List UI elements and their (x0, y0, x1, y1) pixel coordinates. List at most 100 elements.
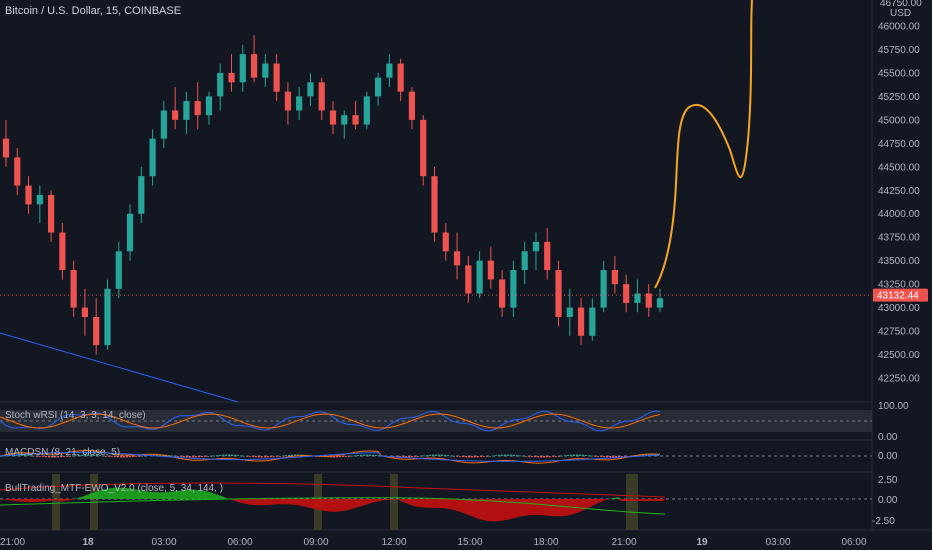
macd-histogram-bar (549, 456, 551, 458)
macd-histogram-bar (279, 456, 281, 457)
candle-body (521, 251, 528, 271)
price-tick-label: 44250.00 (878, 186, 920, 197)
macd-histogram-bar (438, 454, 440, 456)
ewo-positive-area (0, 487, 665, 499)
macd-histogram-bar (480, 456, 482, 458)
stoch-label[interactable]: Stoch wRSI (14, 3, 3, 14, close) (5, 410, 146, 421)
candle-body (48, 194, 55, 233)
macd-histogram-bar (411, 456, 413, 457)
macd-histogram-bar (510, 454, 512, 456)
macd-histogram-bar (54, 456, 56, 458)
price-tick-label: 45000.00 (878, 115, 920, 126)
macd-histogram-bar (93, 454, 95, 456)
macd-histogram-bar (171, 455, 173, 457)
macd-histogram-bar (198, 456, 200, 458)
projection-path-drawing[interactable] (654, 0, 753, 289)
price-tick-label: 44000.00 (878, 209, 920, 220)
trendline-drawing[interactable] (0, 332, 239, 403)
candle-body (262, 63, 269, 78)
macd-histogram-bar (597, 456, 599, 457)
candle-body (656, 298, 664, 308)
macd-histogram-bar (618, 456, 620, 458)
candle-body (555, 270, 562, 317)
price-tick-label: 45250.00 (878, 92, 920, 103)
macd-label[interactable]: MACDSN (8, 21, close, 5) (5, 447, 120, 458)
time-tick-label: 19 (696, 537, 708, 548)
time-tick-label: 12:00 (381, 537, 406, 548)
macd-histogram-bar (240, 455, 242, 457)
macd-histogram-bar (219, 454, 221, 456)
ewo-tick-neg-2-5: -2.50 (872, 516, 895, 527)
macd-histogram-bar (642, 454, 644, 456)
candle-body (14, 157, 21, 186)
macd-histogram-bar (360, 454, 362, 456)
macd-histogram-bar (174, 455, 176, 457)
macd-histogram-bar (66, 456, 68, 457)
time-tick-label: 06:00 (841, 537, 866, 548)
macd-histogram-bar (264, 456, 266, 458)
candle-body (375, 77, 382, 97)
macd-histogram-bar (183, 456, 185, 458)
macd-histogram-bar (552, 456, 554, 457)
macd-histogram-bar (27, 455, 29, 456)
macd-histogram-bar (192, 456, 194, 458)
macd-histogram-bar (366, 454, 368, 456)
candle-body (104, 288, 111, 346)
macd-histogram-bar (69, 456, 71, 457)
candle-body (611, 270, 618, 285)
macd-histogram-bar (564, 455, 566, 457)
macd-histogram-bar (255, 456, 257, 458)
macd-signal-line (0, 451, 661, 462)
macd-histogram-bar (432, 454, 434, 456)
macd-histogram-bar (540, 456, 542, 458)
macd-histogram-bar (435, 454, 437, 456)
price-axis[interactable]: 46000.00 45750.00 45500.00 45250.00 45000.00… (878, 22, 920, 385)
macd-histogram-bar (378, 455, 380, 457)
macd-histogram-bar (273, 456, 275, 457)
stoch-tick-100: 100.00 (878, 401, 909, 412)
macd-histogram-bar (63, 456, 65, 457)
time-tick-label: 21:00 (0, 537, 25, 548)
macd-histogram-bar (141, 455, 143, 457)
macd-histogram-bar (276, 456, 278, 457)
time-axis[interactable]: 21:00 18 03:00 06:00 09:00 12:00 15:00 18:00 21:… (0, 537, 867, 548)
candle-body (532, 241, 540, 252)
macd-histogram-bar (405, 456, 407, 458)
macd-histogram-bar (129, 456, 131, 458)
candle-body (2, 138, 10, 158)
price-tick-label: 45750.00 (878, 45, 920, 56)
macd-histogram-bar (42, 456, 44, 457)
macd-histogram-bar (234, 454, 236, 456)
macd-histogram-bar (348, 456, 350, 457)
macd-histogram-bar (99, 455, 101, 457)
macd-histogram-bar (102, 455, 104, 457)
macd-histogram-bar (417, 456, 419, 457)
candle-body (250, 54, 258, 78)
macd-histogram-bar (75, 455, 77, 457)
macd-histogram-bar (609, 456, 611, 458)
macd-histogram-bar (498, 454, 500, 456)
macd-histogram-bar (33, 455, 35, 457)
candle-body (408, 91, 416, 120)
candle-body (284, 91, 291, 111)
macd-histogram-bar (522, 455, 524, 457)
candle-body (341, 115, 348, 125)
macd-histogram-bar (243, 455, 245, 457)
macd-histogram-bar (657, 455, 659, 457)
macd-histogram-bar (537, 456, 539, 458)
ewo-label[interactable]: BullTrading_MTF-EWO_V2.0 (close, 5, 34, … (5, 483, 223, 494)
macd-histogram-bar (45, 456, 47, 458)
stoch-tick-0: 0.00 (878, 432, 898, 443)
price-tick-label: 45500.00 (878, 68, 920, 79)
candle-body (465, 265, 472, 294)
macd-histogram-bar (402, 456, 404, 458)
macd-histogram-bar (207, 456, 209, 457)
macd-histogram-bar (456, 456, 458, 457)
macd-histogram-bar (237, 455, 239, 456)
macd-histogram-bar (369, 454, 371, 456)
macd-histogram-bar (558, 456, 560, 457)
macd-histogram-bar (201, 456, 203, 458)
macd-histogram-bar (246, 456, 248, 457)
macd-histogram-bar (639, 454, 641, 456)
